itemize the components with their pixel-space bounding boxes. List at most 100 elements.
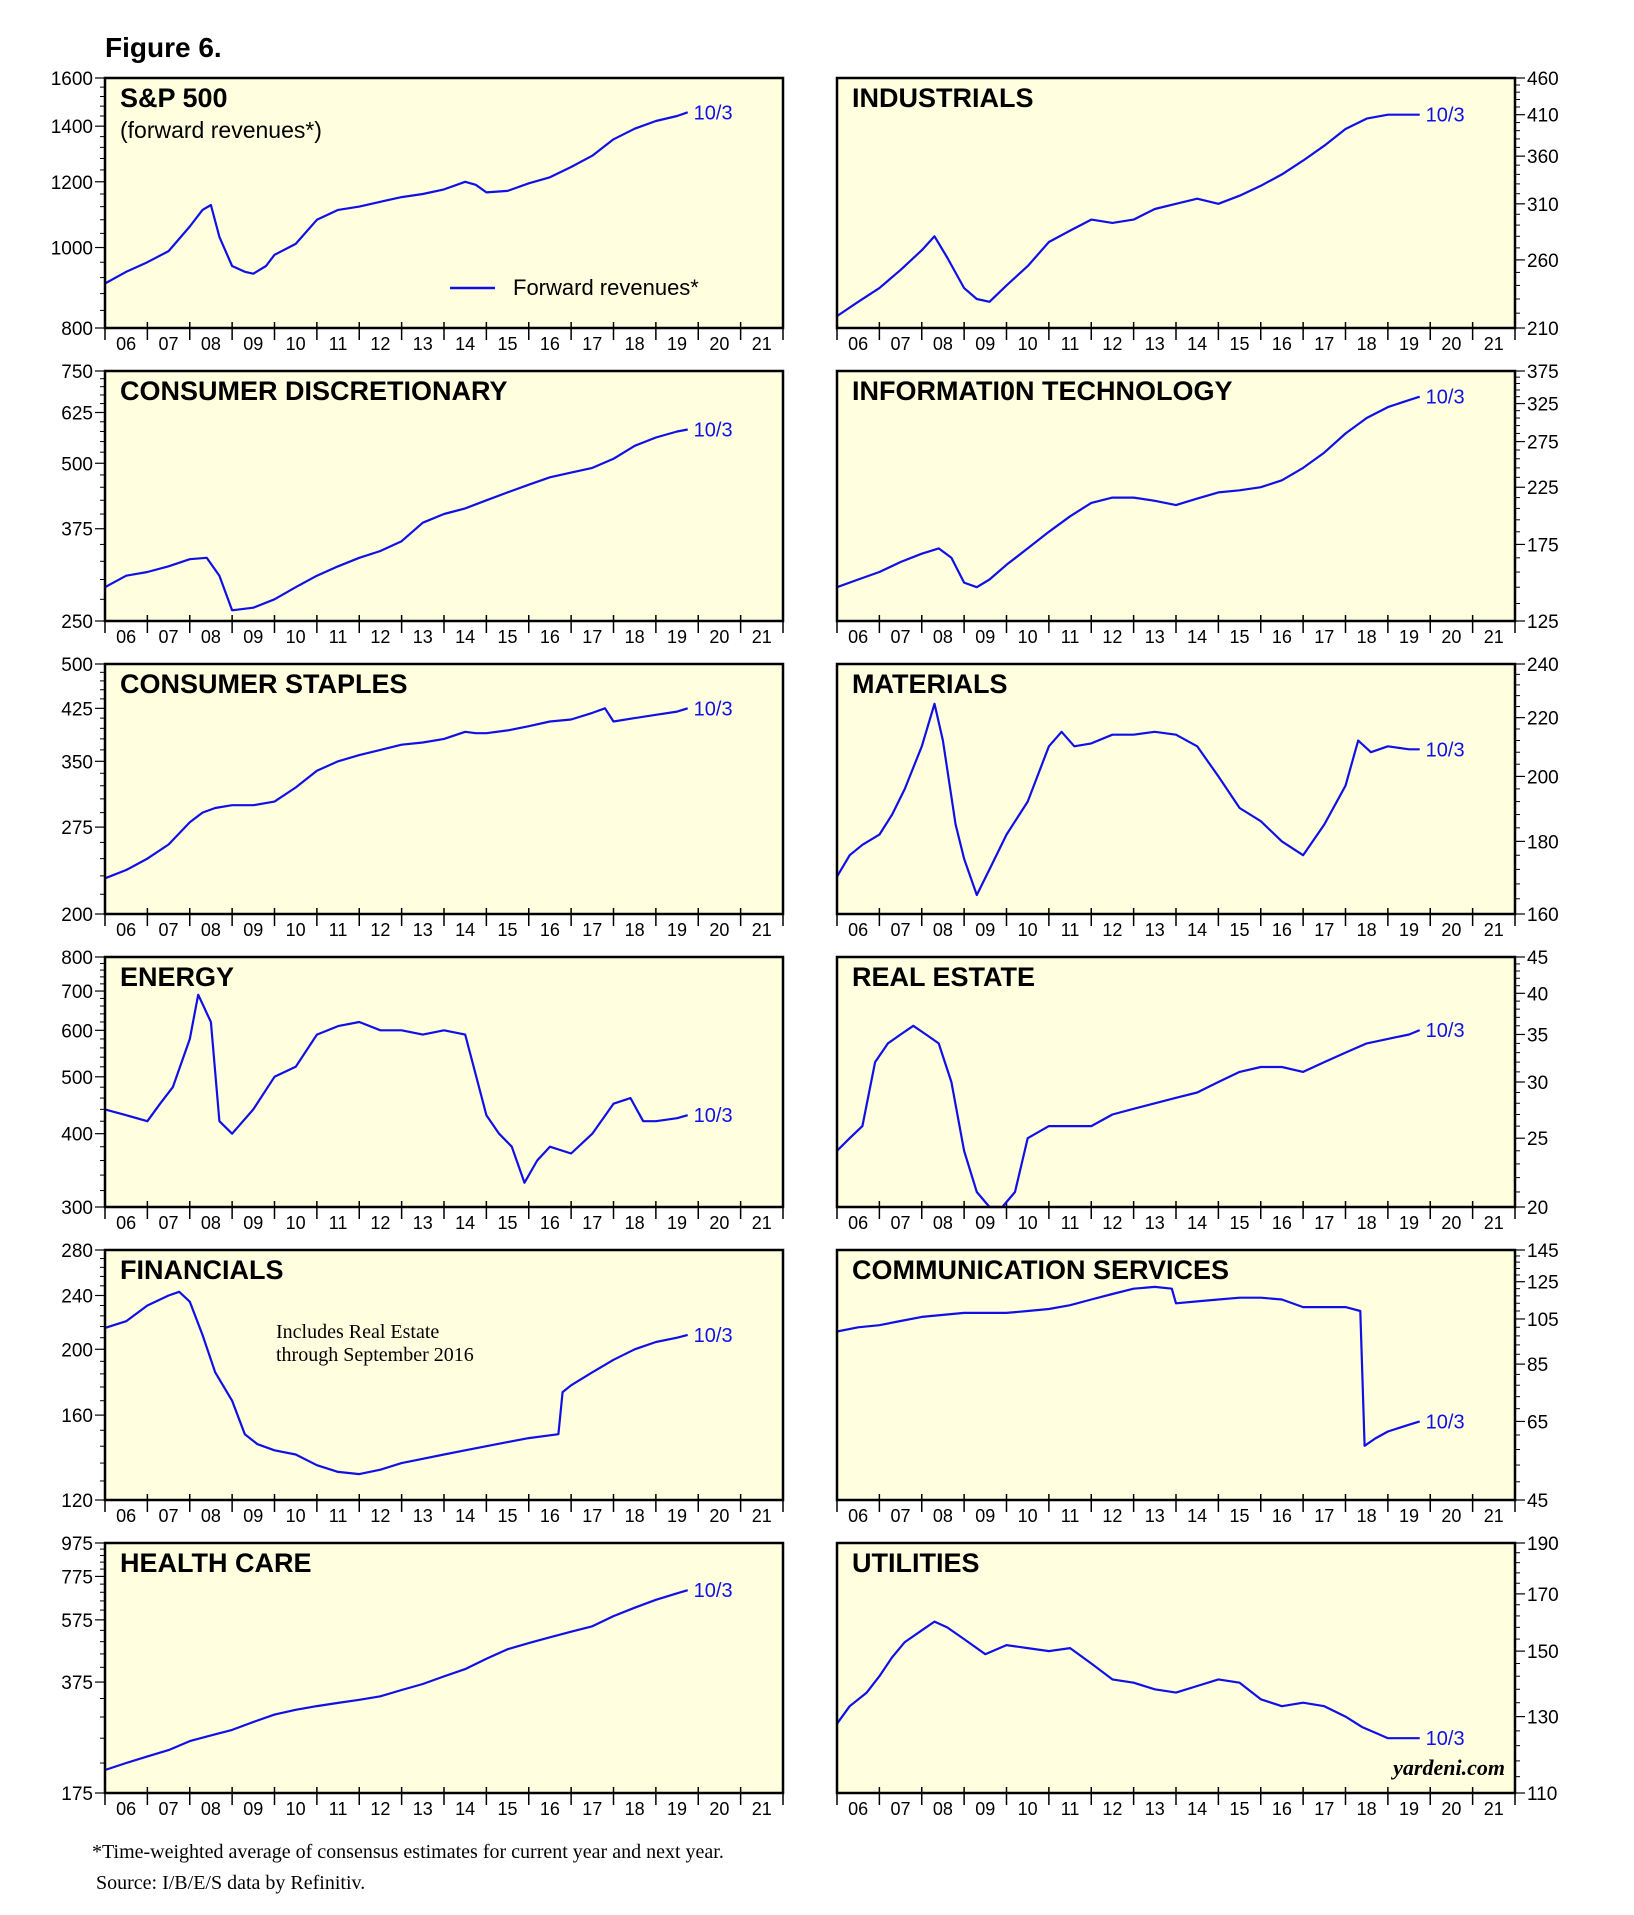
- x-tick-label: 21: [1484, 1799, 1504, 1819]
- x-tick-label: 16: [540, 1506, 560, 1526]
- x-tick-label: 06: [116, 1799, 136, 1819]
- x-tick-label: 17: [582, 334, 602, 354]
- y-tick-label: 500: [61, 655, 93, 676]
- y-tick-label: 210: [1527, 319, 1559, 340]
- y-tick-label: 1400: [51, 117, 93, 138]
- y-tick-label: 310: [1527, 195, 1559, 216]
- x-tick-label: 21: [1484, 1213, 1504, 1233]
- x-tick-label: 16: [1272, 1506, 1292, 1526]
- x-tick-label: 20: [709, 1506, 729, 1526]
- x-tick-label: 10: [1018, 1506, 1038, 1526]
- x-tick-label: 13: [413, 1799, 433, 1819]
- plot-area: [837, 957, 1515, 1207]
- x-tick-label: 06: [116, 334, 136, 354]
- x-tick-label: 21: [1484, 1506, 1504, 1526]
- plot-area: [105, 664, 783, 914]
- x-tick-label: 17: [1314, 627, 1334, 647]
- x-tick-label: 15: [1230, 1213, 1250, 1233]
- plot-frame: [103, 955, 785, 1209]
- plot-frame: [835, 1541, 1517, 1795]
- x-tick-label: 20: [709, 627, 729, 647]
- panel-subtitle: (forward revenues*): [120, 117, 322, 143]
- y-tick-label: 85: [1527, 1355, 1548, 1376]
- y-tick-label: 375: [61, 1673, 93, 1694]
- y-tick-label: 410: [1527, 106, 1559, 127]
- annotation-line-1: Includes Real Estate: [276, 1321, 439, 1343]
- x-tick-label: 09: [975, 1506, 995, 1526]
- y-tick-label: 400: [61, 1125, 93, 1146]
- x-tick-label: 06: [848, 920, 868, 940]
- plot-frame: [835, 955, 1517, 1209]
- plot-area: [837, 664, 1515, 914]
- x-tick-label: 15: [1230, 334, 1250, 354]
- y-tick-label: 1600: [51, 69, 93, 90]
- x-tick-label: 11: [329, 920, 348, 940]
- x-tick-label: 12: [1102, 627, 1122, 647]
- y-tick-label: 250: [61, 612, 93, 633]
- x-tick-label: 12: [1102, 920, 1122, 940]
- x-tick-label: 11: [1061, 334, 1080, 354]
- x-tick-label: 09: [975, 1799, 995, 1819]
- y-tick-label: 350: [61, 752, 93, 773]
- y-tick-label: 200: [1527, 767, 1559, 788]
- x-tick-label: 09: [975, 1213, 995, 1233]
- y-tick-label: 275: [61, 818, 93, 839]
- series-line: [836, 395, 1421, 589]
- x-tick-label: 16: [540, 334, 560, 354]
- y-tick-label: 280: [61, 1241, 93, 1262]
- x-tick-label: 13: [1145, 334, 1165, 354]
- x-tick-label: 18: [1357, 1213, 1377, 1233]
- y-tick-label: 105: [1527, 1310, 1559, 1331]
- x-tick-label: 11: [329, 1213, 348, 1233]
- x-tick-label: 19: [1399, 920, 1419, 940]
- x-tick-label: 07: [891, 1213, 911, 1233]
- x-tick-label: 07: [159, 1799, 179, 1819]
- x-tick-label: 10: [1018, 334, 1038, 354]
- x-tick-label: 06: [848, 627, 868, 647]
- x-tick-label: 16: [1272, 1799, 1292, 1819]
- plot-frame: [103, 662, 785, 916]
- y-tick-label: 30: [1527, 1073, 1548, 1094]
- x-tick-label: 11: [329, 334, 348, 354]
- x-tick-label: 08: [933, 1213, 953, 1233]
- y-tick-label: 775: [61, 1567, 93, 1588]
- x-tick-label: 19: [667, 920, 687, 940]
- x-tick-label: 13: [413, 1506, 433, 1526]
- series-line: [836, 1285, 1421, 1447]
- x-tick-label: 14: [455, 627, 475, 647]
- x-tick-label: 18: [625, 920, 645, 940]
- y-tick-label: 500: [61, 1068, 93, 1089]
- watermark: yardeni.com: [1390, 1755, 1505, 1780]
- x-tick-label: 09: [975, 920, 995, 940]
- end-label: 10/3: [694, 1580, 733, 1602]
- x-tick-label: 12: [370, 1213, 390, 1233]
- series-line: [104, 111, 689, 285]
- plot-frame: [103, 76, 785, 330]
- x-tick-label: 10: [1018, 627, 1038, 647]
- plot-frame: [103, 1248, 785, 1502]
- x-tick-label: 18: [625, 627, 645, 647]
- y-tick-label: 800: [61, 948, 93, 969]
- x-tick-label: 15: [498, 920, 518, 940]
- x-tick-label: 10: [1018, 920, 1038, 940]
- y-tick-label: 200: [61, 905, 93, 926]
- chart-panel-sandp-500: 800 1000 1200 1400 1600 06 07 08 09 10 11 12 13 14 15 1…: [51, 69, 785, 354]
- x-tick-label: 17: [1314, 334, 1334, 354]
- x-tick-label: 17: [1314, 920, 1334, 940]
- end-label: 10/3: [694, 698, 733, 720]
- x-tick-label: 13: [413, 627, 433, 647]
- y-tick-label: 180: [1527, 832, 1559, 853]
- y-tick-label: 800: [61, 319, 93, 340]
- figure-title: Figure 6.: [105, 32, 222, 63]
- panel-title: CONSUMER DISCRETIONARY: [120, 376, 508, 406]
- x-tick-label: 10: [286, 627, 306, 647]
- x-tick-label: 11: [329, 1506, 348, 1526]
- y-tick-label: 45: [1527, 1491, 1548, 1512]
- x-tick-label: 14: [1187, 627, 1207, 647]
- y-tick-label: 260: [1527, 251, 1559, 272]
- chart-panel-energy: 300 400 500 600 700 800 06 07 08 09 10 11 12 13 14 15 16…: [61, 948, 785, 1233]
- y-tick-label: 575: [61, 1611, 93, 1632]
- x-tick-label: 21: [1484, 334, 1504, 354]
- x-tick-label: 11: [1061, 627, 1080, 647]
